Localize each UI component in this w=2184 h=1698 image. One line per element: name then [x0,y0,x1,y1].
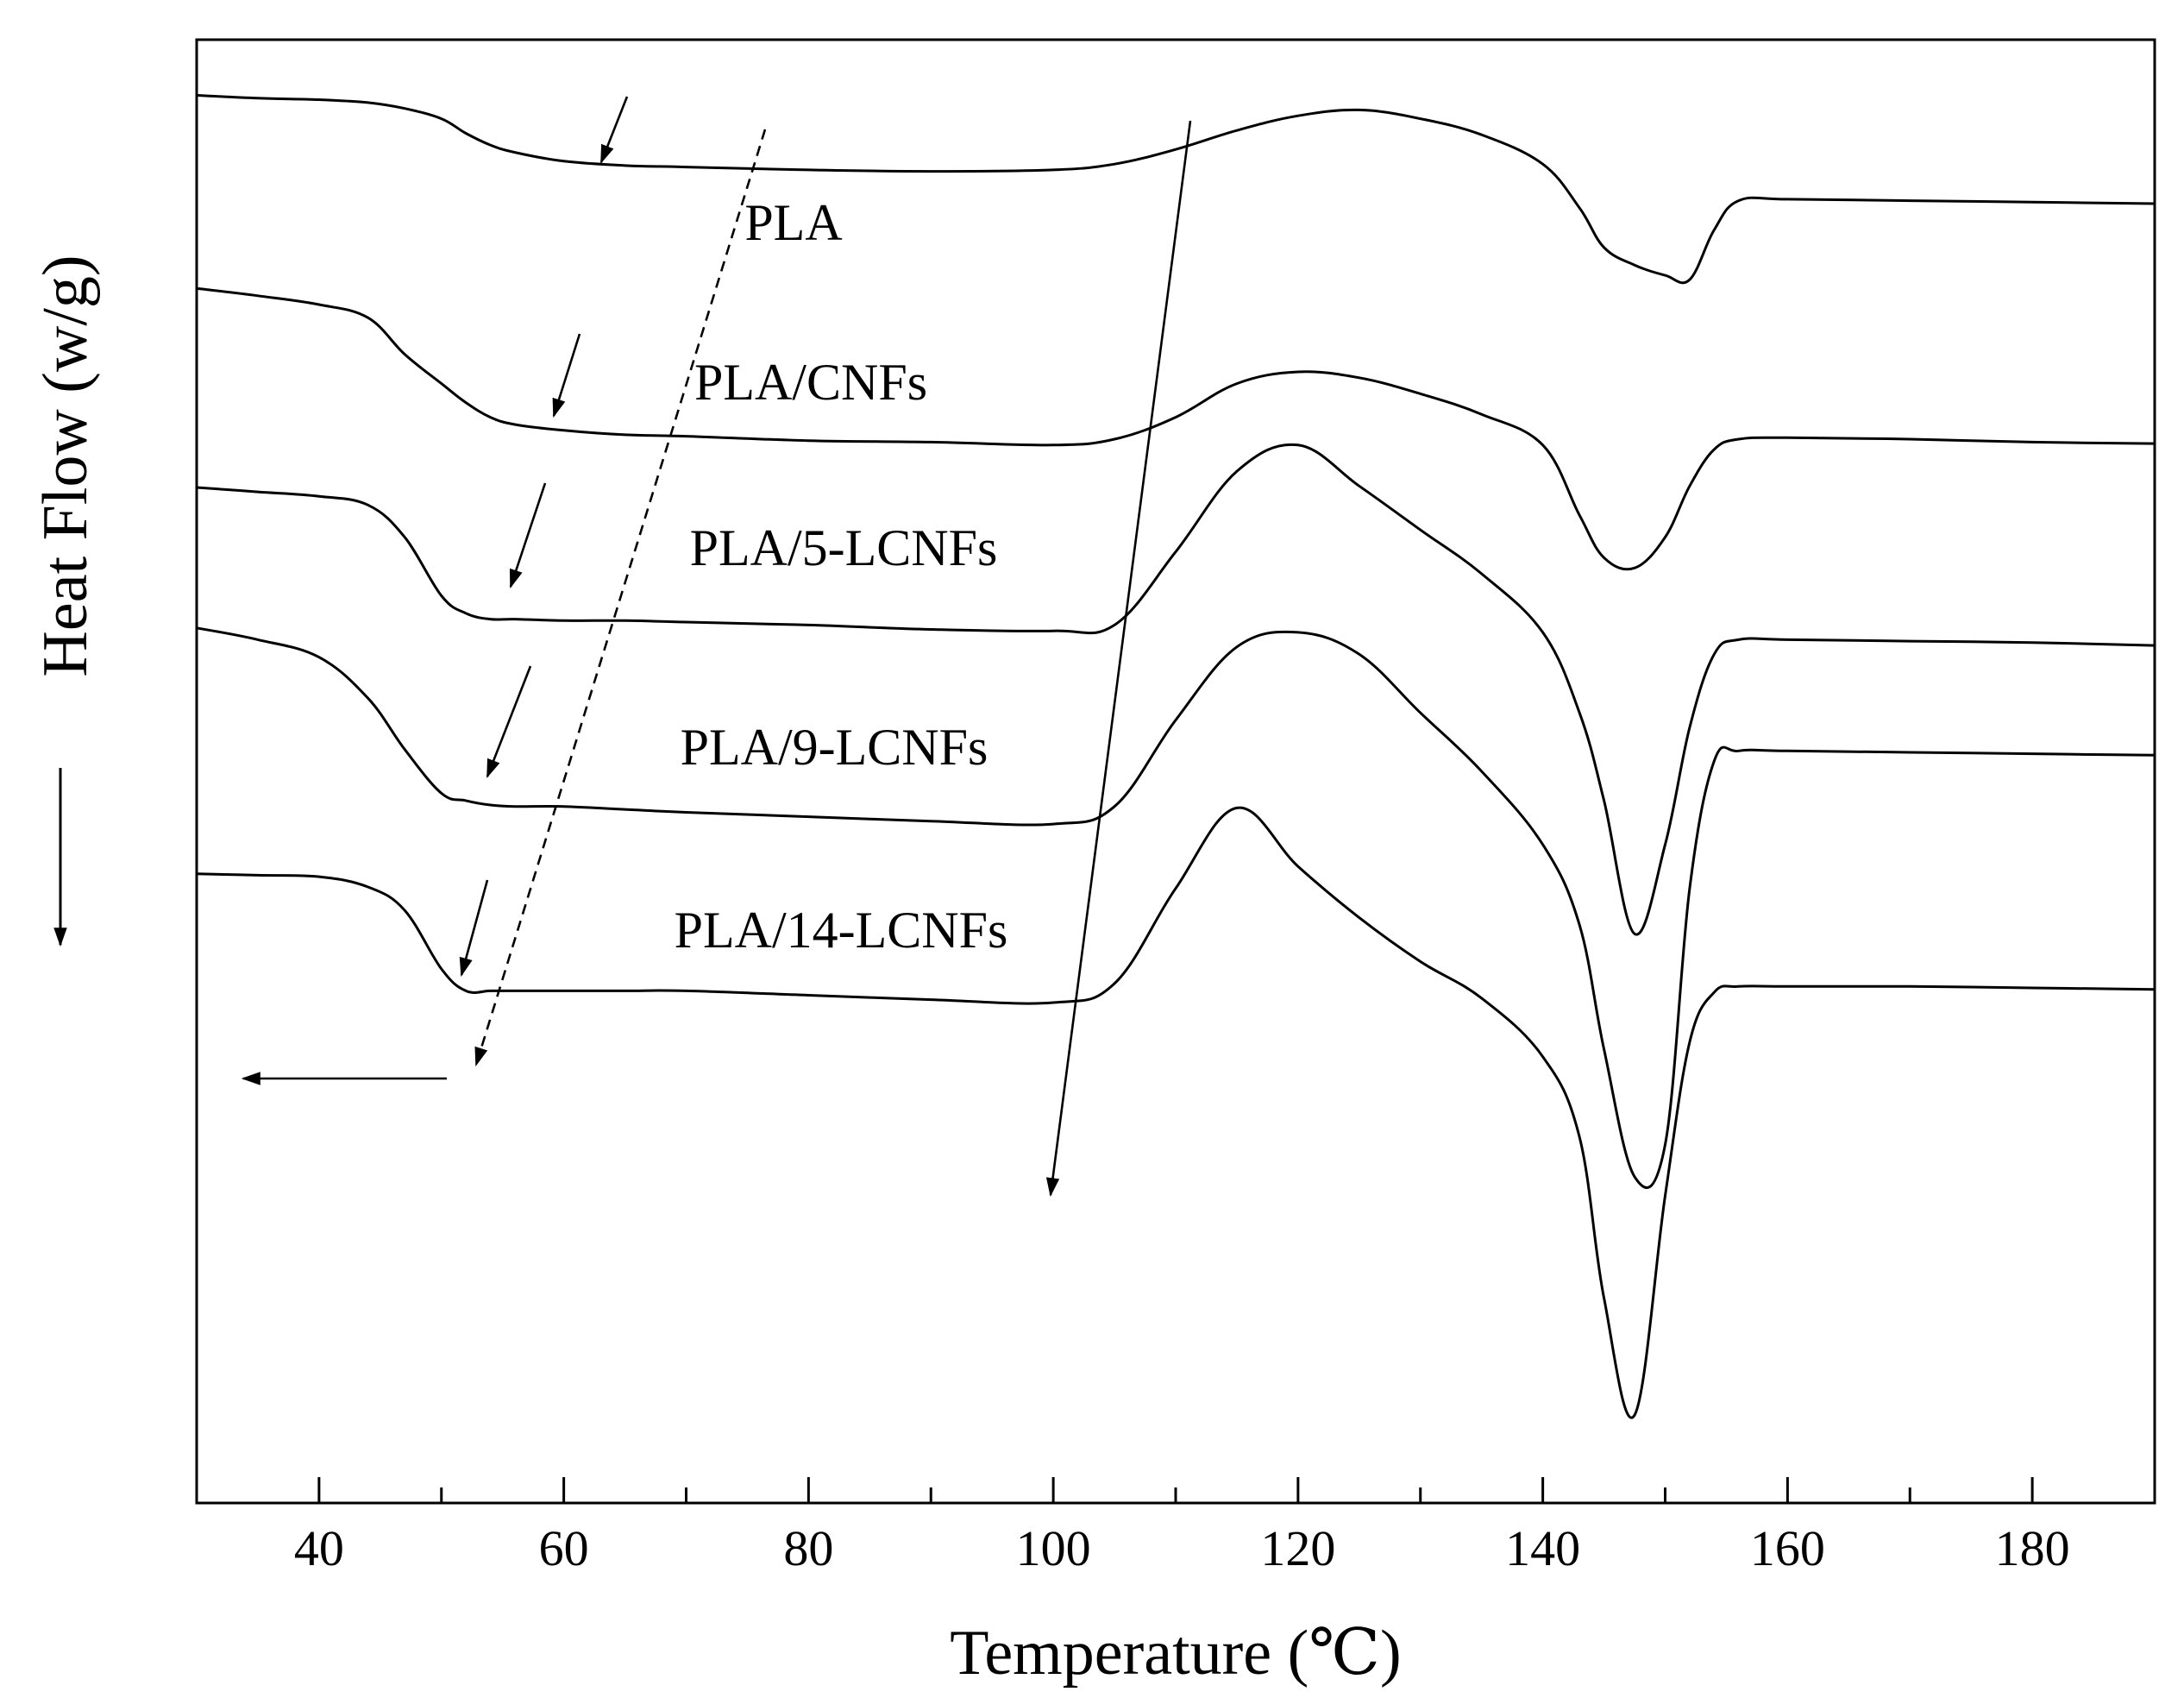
x-tick-label: 120 [1260,1520,1335,1576]
x-tick-label: 160 [1750,1520,1825,1576]
tg-arrow-pla-5-lcnfs [509,482,547,589]
x-tick-label: 140 [1505,1520,1580,1576]
x-tick-label: 100 [1016,1520,1091,1576]
label-pla-cnfs: PLA/CNFs [694,354,927,411]
y-axis-title: Heat Flow (w/g) [30,255,101,676]
label-pla-14-lcnfs: PLA/14-LCNFs [675,902,1008,959]
series-line-pla [195,93,2156,285]
x-tick-label: 40 [294,1520,344,1576]
label-pla-5-lcnfs: PLA/5-LCNFs [690,519,998,576]
x-tick-label: 60 [539,1520,589,1576]
label-pla-9-lcnfs: PLA/9-LCNFs [681,719,988,776]
x-axis-ticks: 40 60 80 100 120 140 160 180 [294,1477,2070,1576]
series-labels: PLA PLA/CNFs PLA/5-LCNFs PLA/9-LCNFs PLA… [675,194,1008,959]
series-line-pla-14-lcnfs [195,806,2156,1419]
x-tick-label: 80 [783,1520,833,1576]
x-axis-title: Temperature (℃) [950,1618,1401,1689]
label-pla: PLA [744,194,842,251]
tg-arrow-pla-14-lcnfs [459,879,489,978]
tg-arrow-pla-cnfs [552,333,581,418]
series-line-pla-5-lcnfs [195,443,2156,936]
crystallization-trend-arrow [1045,120,1192,1198]
series-line-pla-9-lcnfs [195,626,2156,1190]
tg-marker-arrows [459,96,629,978]
tg-arrow-pla-9-lcnfs [486,665,532,779]
tg-arrow-pla [599,96,629,165]
x-tick-label: 180 [1995,1520,2070,1576]
series-curves [195,93,2156,1419]
series-line-pla-cnfs [195,286,2156,571]
tg-trend-dashed-arrow [474,129,767,1067]
